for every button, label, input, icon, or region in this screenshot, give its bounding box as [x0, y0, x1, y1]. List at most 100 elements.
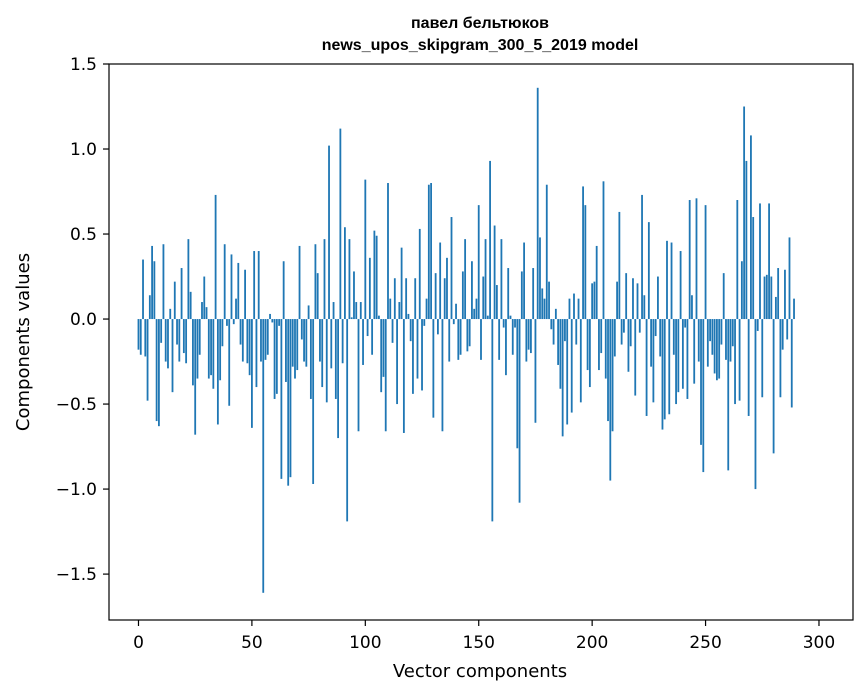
bar-component-195	[579, 319, 582, 403]
bar-component-249	[702, 319, 705, 473]
bar-component-115	[398, 302, 401, 320]
bar-component-193	[575, 319, 578, 345]
bar-component-4	[146, 319, 149, 401]
bar-component-9	[158, 319, 160, 427]
bar-component-197	[584, 205, 587, 320]
bar-component-133	[439, 242, 442, 320]
bar-component-120	[409, 319, 412, 342]
bar-component-266	[740, 261, 743, 320]
bar-component-244	[691, 295, 693, 320]
bar-component-217	[629, 319, 632, 347]
bar-component-224	[645, 319, 648, 416]
bar-component-132	[437, 319, 439, 335]
bar-component-288	[790, 319, 793, 408]
bar-component-76	[309, 319, 312, 399]
bar-component-62	[278, 319, 281, 326]
bar-component-261	[729, 319, 732, 362]
bar-component-27	[198, 319, 201, 355]
bar-component-233	[666, 240, 668, 320]
bar-component-176	[536, 87, 539, 320]
bar-component-29	[203, 276, 206, 320]
bar-component-91	[344, 227, 346, 320]
bar-component-242	[686, 319, 689, 399]
x-tick-label: 200	[576, 633, 608, 653]
bar-component-147	[471, 261, 473, 320]
bar-component-71	[298, 245, 301, 320]
bar-component-22	[187, 239, 190, 320]
bar-component-53	[257, 251, 260, 320]
bar-component-141	[457, 319, 460, 360]
bar-component-192	[573, 293, 575, 320]
bar-component-203	[598, 319, 600, 371]
bar-component-42	[232, 319, 235, 325]
bar-component-46	[241, 319, 244, 362]
bar-component-100	[364, 179, 367, 320]
bar-component-16	[173, 281, 176, 320]
bar-component-74	[305, 319, 308, 367]
bar-component-65	[285, 319, 287, 382]
bar-component-45	[239, 319, 242, 345]
bar-component-1	[139, 319, 142, 355]
bar-component-223	[643, 295, 646, 320]
bar-component-86	[332, 302, 335, 320]
bar-component-222	[641, 194, 643, 320]
bar-component-205	[602, 181, 605, 320]
bar-component-255	[716, 319, 718, 381]
bar-component-162	[505, 319, 507, 376]
bar-component-2	[142, 259, 144, 320]
bar-component-185	[557, 319, 560, 365]
bar-component-219	[634, 319, 637, 396]
bar-component-10	[160, 319, 163, 343]
bar-component-113	[393, 278, 396, 320]
bar-component-248	[700, 319, 702, 445]
bar-component-161	[502, 319, 505, 328]
bar-component-125	[421, 319, 423, 391]
x-tick-label: 0	[133, 633, 144, 653]
bar-component-153	[484, 239, 487, 320]
bar-component-41	[230, 254, 233, 320]
bar-component-23	[189, 291, 192, 320]
bar-component-283	[779, 319, 782, 398]
bar-component-52	[255, 319, 258, 388]
bar-component-271	[752, 217, 755, 320]
bar-component-160	[500, 239, 503, 320]
bar-component-143	[461, 271, 464, 320]
bar-component-207	[607, 319, 609, 422]
bar-component-194	[577, 298, 580, 320]
bar-component-278	[768, 203, 770, 320]
bar-component-285	[784, 269, 786, 320]
bar-component-119	[407, 313, 410, 320]
bar-component-226	[650, 319, 653, 367]
bar-component-47	[244, 269, 246, 320]
bar-component-88	[337, 319, 339, 439]
bar-component-64	[282, 261, 285, 320]
bar-component-204	[600, 319, 603, 354]
bar-component-44	[237, 262, 240, 320]
bar-component-267	[743, 106, 746, 320]
bar-component-97	[357, 319, 360, 432]
bar-component-150	[477, 205, 480, 320]
bar-component-35	[216, 319, 219, 425]
x-tick-label: 50	[241, 633, 263, 653]
bar-component-246	[695, 198, 698, 320]
bar-component-210	[613, 319, 616, 357]
bar-component-281	[774, 296, 777, 320]
x-axis-label: Vector components	[393, 661, 567, 682]
bar-component-169	[520, 271, 523, 320]
bar-component-175	[534, 319, 537, 423]
bar-component-186	[559, 319, 562, 389]
bar-component-18	[178, 319, 181, 362]
bar-component-128	[427, 184, 430, 320]
bar-component-174	[532, 268, 535, 320]
bar-component-32	[210, 319, 212, 376]
bar-component-214	[623, 319, 625, 333]
bar-component-58	[269, 313, 271, 320]
bar-component-199	[588, 319, 591, 388]
bar-component-273	[756, 319, 759, 331]
bar-component-229	[657, 276, 659, 320]
bar-component-138	[450, 217, 453, 320]
bar-component-173	[530, 319, 532, 354]
bar-component-13	[167, 319, 169, 369]
bar-component-198	[586, 319, 589, 371]
bar-component-122	[414, 278, 417, 320]
